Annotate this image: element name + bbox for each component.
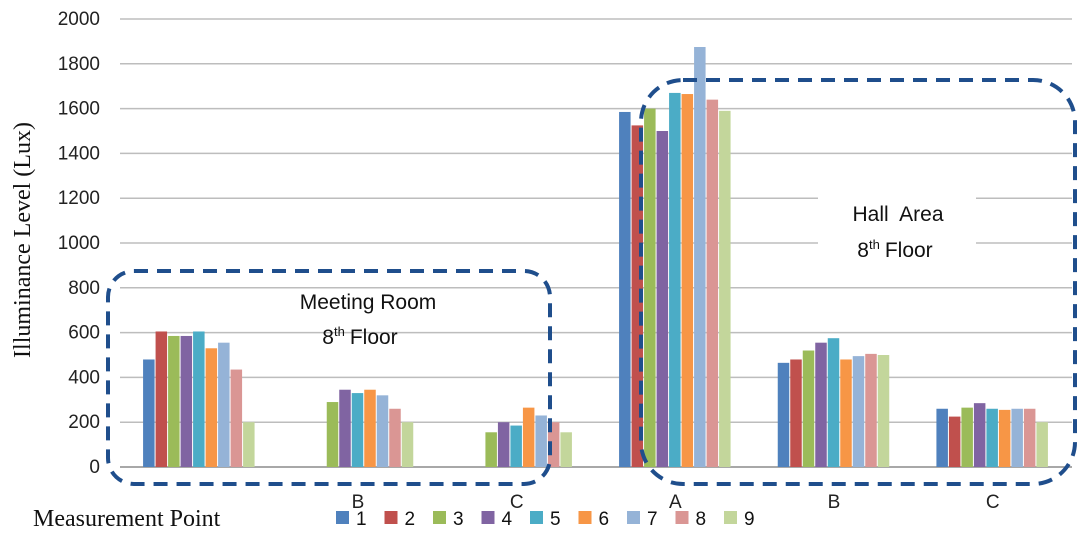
gridlines	[120, 18, 1072, 468]
legend-swatch	[530, 511, 543, 524]
bar-series-4	[973, 403, 986, 467]
legend-label: 5	[550, 509, 561, 530]
bar-series-3	[802, 350, 815, 467]
legend: 1 2 3 4 5 6 7 8 9	[336, 509, 755, 530]
bar-series-5	[193, 331, 205, 467]
y-tick-label: 0	[89, 457, 100, 478]
bar-series-5	[351, 393, 364, 467]
x-axis-title: Measurement Point	[33, 506, 221, 532]
y-tick-label: 1000	[58, 233, 100, 254]
legend-label: 4	[502, 509, 513, 530]
hall-area-floor: 8th Floor	[857, 237, 932, 262]
bar-series-8	[865, 353, 877, 467]
y-axis-ticks: 0 200 400 600 800 1000 1200 1400 1600 1800 2000	[58, 9, 100, 478]
bar-series-3	[644, 108, 656, 467]
legend-swatch	[578, 511, 592, 524]
bar-series-1	[936, 408, 948, 467]
y-tick-label: 2000	[58, 9, 100, 30]
bar-series-5	[986, 408, 998, 467]
bar-series-9	[719, 110, 731, 467]
bar-series-4	[180, 335, 193, 467]
legend-label: 9	[744, 509, 755, 530]
y-tick-label: 200	[68, 412, 100, 433]
y-tick-label: 400	[68, 367, 100, 388]
y-axis-title: Illuminance Level (Lux)	[10, 122, 36, 358]
bar-series-3	[326, 402, 339, 467]
legend-label: 8	[696, 509, 707, 530]
bar-series-6	[840, 359, 852, 467]
legend-label: 3	[453, 509, 464, 530]
y-tick-label: 1600	[58, 99, 100, 120]
bar-series-7	[535, 415, 547, 467]
bar-series-8	[389, 408, 401, 467]
x-category-label: A	[669, 492, 682, 513]
hall-area-title: Hall Area	[852, 203, 943, 226]
bar-series-1	[143, 359, 155, 467]
legend-swatch	[627, 511, 640, 524]
bar-series-3	[961, 407, 973, 467]
bar-series-4	[497, 422, 510, 467]
hall-area-region	[639, 78, 1077, 486]
legend-swatch	[481, 511, 495, 524]
bar-series-9	[401, 422, 414, 467]
legend-swatch	[724, 511, 737, 524]
meeting-room-floor: 8th Floor	[322, 324, 397, 349]
y-tick-label: 1800	[58, 54, 100, 75]
bar-series-4	[815, 342, 827, 467]
bar-series-7	[852, 356, 865, 467]
y-tick-label: 800	[68, 278, 100, 299]
x-category-label: C	[510, 492, 524, 513]
bar-series-7	[376, 395, 389, 467]
meeting-room-title: Meeting Room	[300, 291, 437, 314]
legend-label: 1	[356, 509, 367, 530]
bar-series-3	[168, 335, 180, 467]
bar-series-6	[205, 348, 218, 467]
bar-series-7	[694, 47, 706, 467]
bar-series-2	[948, 416, 961, 467]
bar-series-8	[547, 422, 560, 467]
bar-series-6	[364, 389, 376, 467]
bar-series-9	[243, 422, 255, 467]
bar-series-2	[631, 125, 644, 468]
bar-series-4	[339, 389, 351, 467]
bar-series-2	[790, 359, 802, 467]
bar-series-8	[230, 369, 243, 467]
bar-series-3	[485, 432, 497, 467]
legend-label: 2	[405, 509, 416, 530]
legend-swatch	[384, 511, 398, 524]
legend-swatch	[675, 511, 689, 524]
y-tick-label: 1200	[58, 188, 100, 209]
bar-series-5	[510, 425, 522, 467]
bar-series-9	[560, 432, 572, 467]
y-tick-label: 600	[68, 323, 100, 344]
bar-series-5	[827, 338, 840, 467]
bars	[143, 47, 1048, 468]
hall-area-label-bg	[818, 196, 976, 270]
bar-series-1	[619, 111, 631, 468]
bar-series-6	[681, 94, 694, 467]
x-category-label: C	[986, 492, 1000, 513]
legend-label: 6	[599, 509, 610, 530]
x-category-label: B	[352, 492, 365, 513]
x-category-label: B	[828, 492, 841, 513]
bar-series-7	[1011, 408, 1023, 467]
bar-series-7	[218, 342, 230, 467]
bar-series-2	[155, 331, 168, 467]
bar-series-6	[522, 407, 535, 467]
legend-swatch	[433, 511, 446, 524]
bar-series-6	[998, 409, 1011, 467]
bar-series-5	[669, 92, 681, 468]
legend-swatch	[336, 511, 349, 524]
legend-label: 7	[647, 509, 658, 530]
bar-series-9	[1036, 422, 1048, 467]
meeting-room-region	[106, 269, 552, 486]
bar-series-4	[656, 131, 669, 467]
bar-series-8	[706, 99, 719, 467]
bar-series-1	[777, 362, 790, 467]
bar-series-9	[877, 355, 890, 467]
y-tick-label: 1400	[58, 143, 100, 164]
bar-series-8	[1023, 408, 1036, 467]
